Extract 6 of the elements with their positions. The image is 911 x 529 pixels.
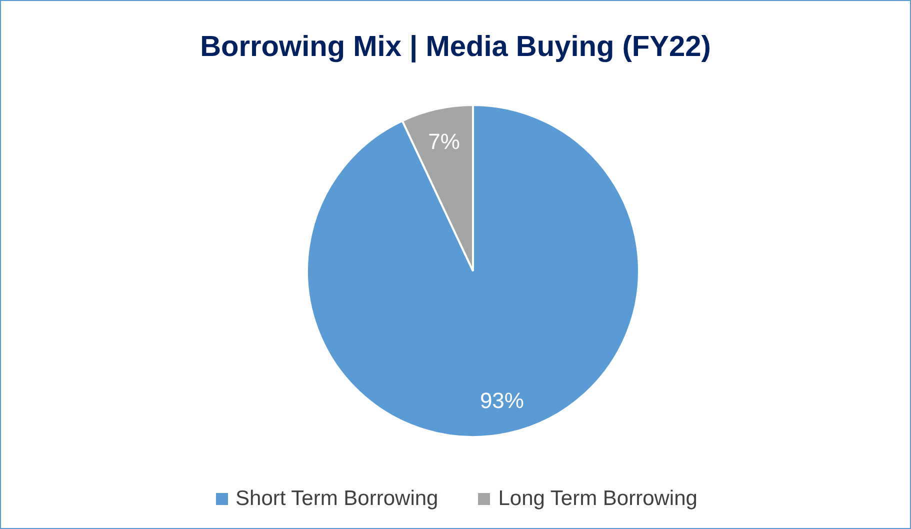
data-label: 93% — [480, 388, 524, 414]
chart-title: Borrowing Mix | Media Buying (FY22) — [199, 31, 712, 65]
legend-label: Long Term Borrowing — [498, 487, 698, 511]
pie-slice — [306, 104, 640, 438]
legend-label: Short Term Borrowing — [236, 487, 438, 511]
data-label: 7% — [428, 128, 460, 154]
